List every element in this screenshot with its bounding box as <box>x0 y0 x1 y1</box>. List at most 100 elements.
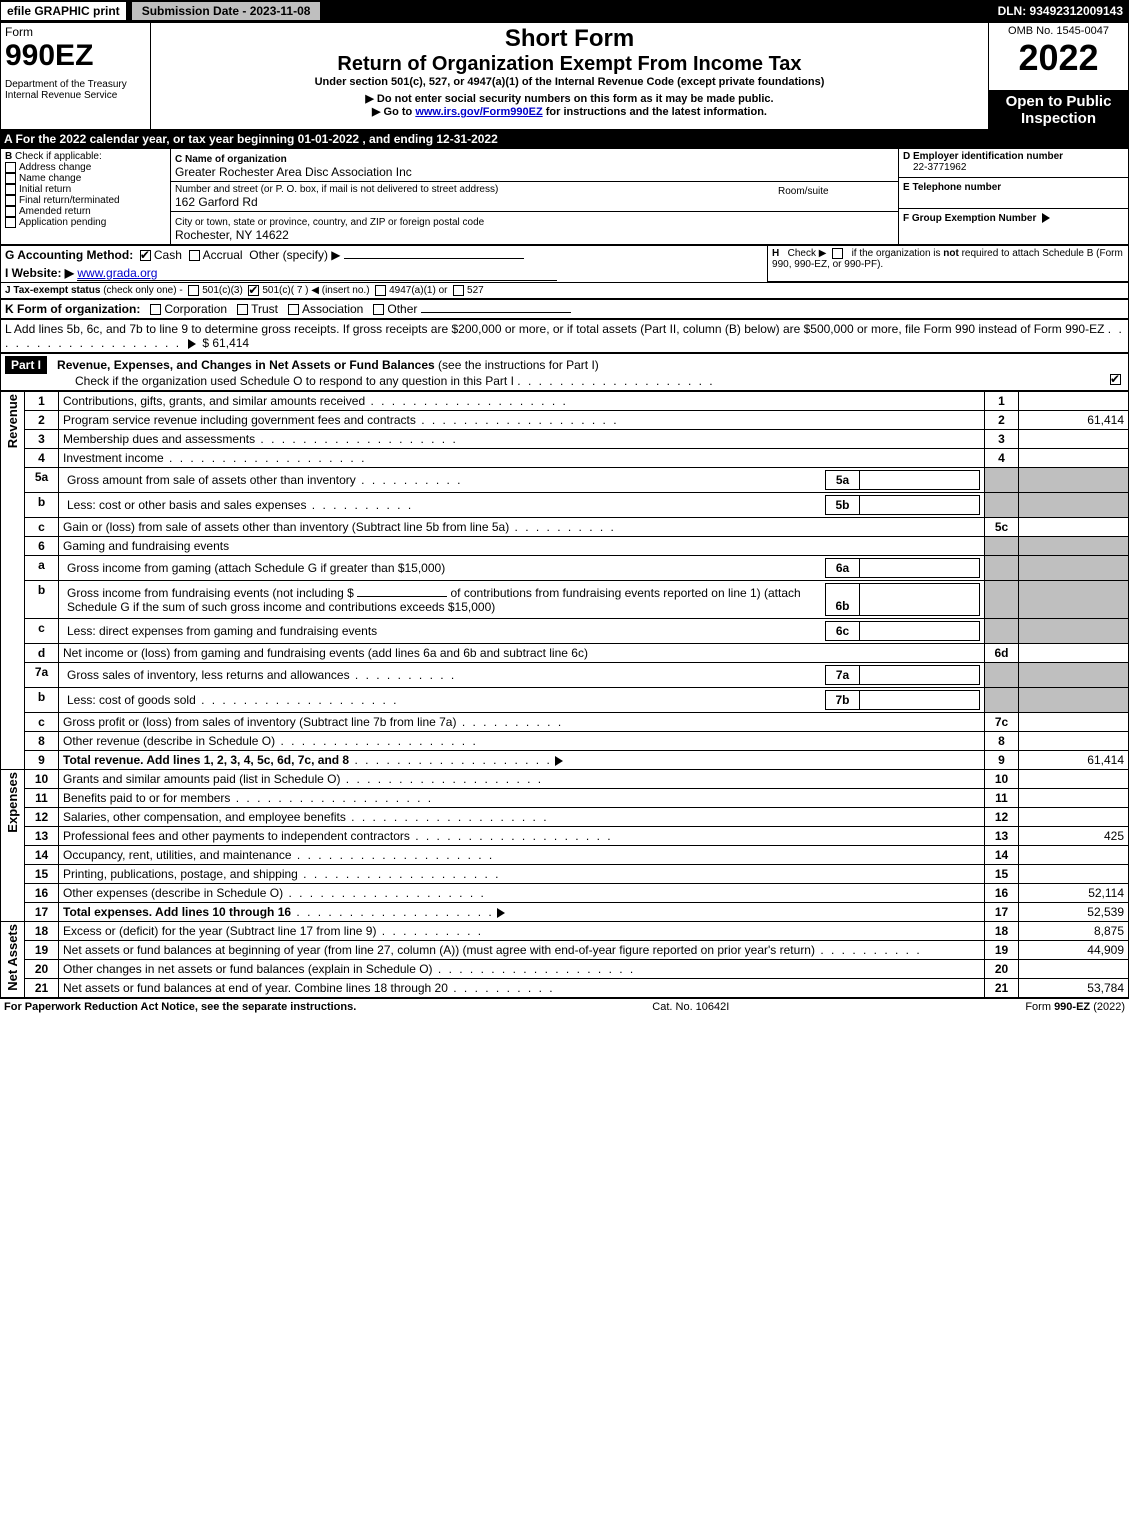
shade-cell <box>985 619 1019 644</box>
ln-18-text: Excess or (deficit) for the year (Subtra… <box>63 924 376 938</box>
shade-cell <box>985 581 1019 619</box>
k-assoc: Association <box>302 302 363 316</box>
form-word: Form <box>5 25 146 39</box>
ln-11-no: 11 <box>25 789 59 808</box>
ln-16-box: 16 <box>985 884 1019 903</box>
ln-2-no: 2 <box>25 411 59 430</box>
ln-6b-text1: Gross income from fundraising events (no… <box>67 586 354 600</box>
ln-7c-no: c <box>25 713 59 732</box>
chk-schedule-o[interactable] <box>1110 374 1121 385</box>
ln-19-box: 19 <box>985 941 1019 960</box>
ln-3-box: 3 <box>985 430 1019 449</box>
ln-12-box: 12 <box>985 808 1019 827</box>
section-gh: G Accounting Method: Cash Accrual Other … <box>0 245 1129 283</box>
side-revenue: Revenue <box>5 394 20 448</box>
room-suite-label: Room/suite <box>774 184 894 209</box>
chk-501c3[interactable] <box>188 285 199 296</box>
section-a: A For the 2022 calendar year, or tax yea… <box>0 130 1129 148</box>
ln-19-no: 19 <box>25 941 59 960</box>
street: 162 Garford Rd <box>175 195 258 209</box>
section-bcdef: B Check if applicable: Address change Na… <box>0 148 1129 245</box>
ln-11-text: Benefits paid to or for members <box>63 791 230 805</box>
ln-12-no: 12 <box>25 808 59 827</box>
top-bar: efile GRAPHIC print Submission Date - 20… <box>0 0 1129 22</box>
ln-15-box: 15 <box>985 865 1019 884</box>
ln-5a-mini-amt <box>860 471 980 490</box>
ln-4-box: 4 <box>985 449 1019 468</box>
city: Rochester, NY 14622 <box>175 228 289 242</box>
ln-10-text: Grants and similar amounts paid (list in… <box>63 772 340 786</box>
ln-18-no: 18 <box>25 922 59 941</box>
subtitle-under: Under section 501(c), 527, or 4947(a)(1)… <box>155 76 984 88</box>
ln-17-box: 17 <box>985 903 1019 922</box>
g-cash: Cash <box>154 248 182 262</box>
ln-7a-no: 7a <box>25 663 59 688</box>
ln-8-text: Other revenue (describe in Schedule O) <box>63 734 275 748</box>
ln-9-no: 9 <box>25 751 59 770</box>
opt-initial-return: Initial return <box>19 184 71 195</box>
j-sub: (check only one) - <box>103 285 182 296</box>
dept-label: Department of the Treasury Internal Reve… <box>5 79 146 101</box>
chk-cash[interactable] <box>140 250 151 261</box>
efile-label: efile GRAPHIC print <box>0 1 127 21</box>
chk-501c[interactable] <box>248 285 259 296</box>
ln-6c-text: Less: direct expenses from gaming and fu… <box>67 624 377 638</box>
website-link[interactable]: www.grada.org <box>77 266 557 281</box>
shade-cell <box>1019 493 1129 518</box>
chk-final-return[interactable] <box>5 195 16 206</box>
part1-title: Revenue, Expenses, and Changes in Net As… <box>57 358 435 372</box>
ln-6d-no: d <box>25 644 59 663</box>
ln-18-amt: 8,875 <box>1019 922 1129 941</box>
chk-other-org[interactable] <box>373 304 384 315</box>
chk-address-change[interactable] <box>5 162 16 173</box>
ln-6b-mini: 6b <box>826 584 860 616</box>
irs-link[interactable]: www.irs.gov/Form990EZ <box>415 106 542 118</box>
ln-16-text: Other expenses (describe in Schedule O) <box>63 886 283 900</box>
ln-7b-no: b <box>25 688 59 713</box>
k-corp: Corporation <box>164 302 227 316</box>
chk-amended-return[interactable] <box>5 206 16 217</box>
e-label: E Telephone number <box>903 182 1001 193</box>
side-expenses: Expenses <box>5 772 20 833</box>
k-other-blank[interactable] <box>421 312 571 313</box>
opt-address-change: Address change <box>19 162 91 173</box>
l-amount: $ 61,414 <box>202 336 249 350</box>
shade-cell <box>985 468 1019 493</box>
shade-cell <box>1019 619 1129 644</box>
chk-assoc[interactable] <box>288 304 299 315</box>
form-header: Form 990EZ Department of the Treasury In… <box>0 22 1129 130</box>
shade-cell <box>985 493 1019 518</box>
title-short-form: Short Form <box>155 25 984 53</box>
ln-6a-no: a <box>25 556 59 581</box>
ln-3-text: Membership dues and assessments <box>63 432 255 446</box>
ln-14-no: 14 <box>25 846 59 865</box>
chk-initial-return[interactable] <box>5 184 16 195</box>
ln-14-box: 14 <box>985 846 1019 865</box>
chk-accrual[interactable] <box>189 250 200 261</box>
triangle-icon <box>1042 213 1050 223</box>
ln-14-amt <box>1019 846 1129 865</box>
chk-4947[interactable] <box>375 285 386 296</box>
chk-h[interactable] <box>832 248 843 259</box>
chk-trust[interactable] <box>237 304 248 315</box>
c-name-label: C Name of organization <box>175 154 287 165</box>
ln-6-text: Gaming and fundraising events <box>63 539 229 553</box>
ln-15-text: Printing, publications, postage, and shi… <box>63 867 298 881</box>
shade-cell <box>985 663 1019 688</box>
chk-application-pending[interactable] <box>5 217 16 228</box>
side-netassets: Net Assets <box>5 924 20 991</box>
chk-527[interactable] <box>453 285 464 296</box>
ln-9-amt: 61,414 <box>1019 751 1129 770</box>
ln-9-text: Total revenue. Add lines 1, 2, 3, 4, 5c,… <box>63 753 349 767</box>
chk-name-change[interactable] <box>5 173 16 184</box>
ln-6d-text: Net income or (loss) from gaming and fun… <box>63 646 588 660</box>
ln-2-amt: 61,414 <box>1019 411 1129 430</box>
ln-5c-amt <box>1019 518 1129 537</box>
ln-13-amt: 425 <box>1019 827 1129 846</box>
ln-1-no: 1 <box>25 392 59 411</box>
opt-amended-return: Amended return <box>19 206 91 217</box>
ln-5b-no: b <box>25 493 59 518</box>
g-other-blank[interactable] <box>344 258 524 259</box>
f-label: F Group Exemption Number <box>903 213 1036 224</box>
chk-corp[interactable] <box>150 304 161 315</box>
